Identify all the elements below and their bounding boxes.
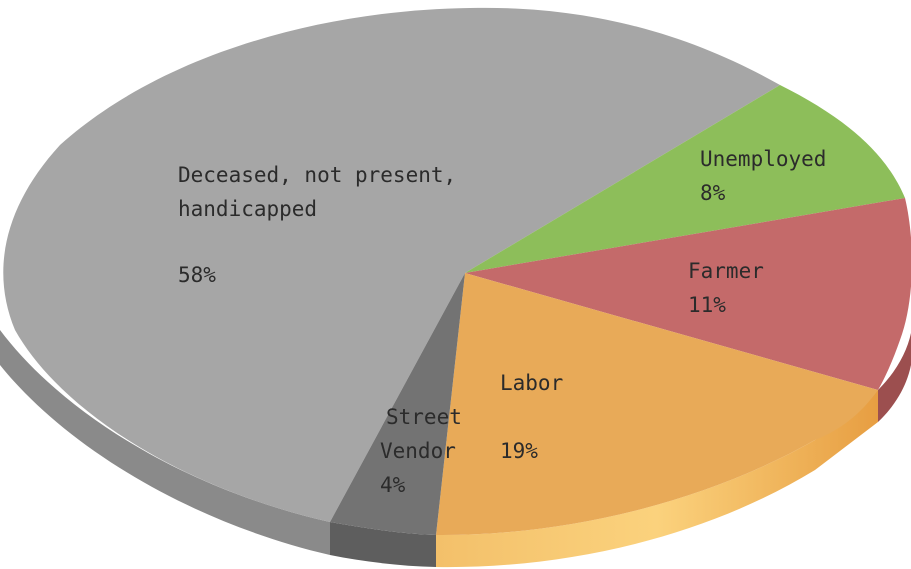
slice-farmer (465, 198, 911, 390)
label-labor-percent: 19% (500, 439, 538, 463)
pie-top-faces (3, 7, 911, 536)
label-unemployed-name: Unemployed (700, 147, 826, 171)
slice-side-farmer (878, 333, 911, 422)
label-labor-name: Labor (500, 371, 563, 395)
slice-unemployed (465, 85, 905, 273)
label-street-vendor-percent: 4% (380, 473, 406, 497)
label-deceased-line2: handicapped (178, 197, 317, 221)
slice-side-street-vendor (330, 522, 436, 567)
pie-labels: Deceased, not present, handicapped 58% U… (178, 147, 826, 497)
slice-side-deceased (0, 330, 330, 555)
label-unemployed-percent: 8% (700, 181, 726, 205)
slice-deceased (3, 7, 780, 522)
pie-side-walls (0, 330, 911, 568)
label-deceased-percent: 58% (178, 263, 216, 287)
label-deceased-line1: Deceased, not present, (178, 163, 456, 187)
label-farmer-percent: 11% (688, 293, 726, 317)
label-street-vendor-line2: Vendor (380, 439, 456, 463)
slice-street-vendor (330, 273, 465, 535)
label-street-vendor-line1: Street (386, 405, 462, 429)
slice-side-labor (436, 390, 878, 568)
label-farmer-name: Farmer (688, 259, 764, 283)
slice-labor (436, 273, 878, 536)
